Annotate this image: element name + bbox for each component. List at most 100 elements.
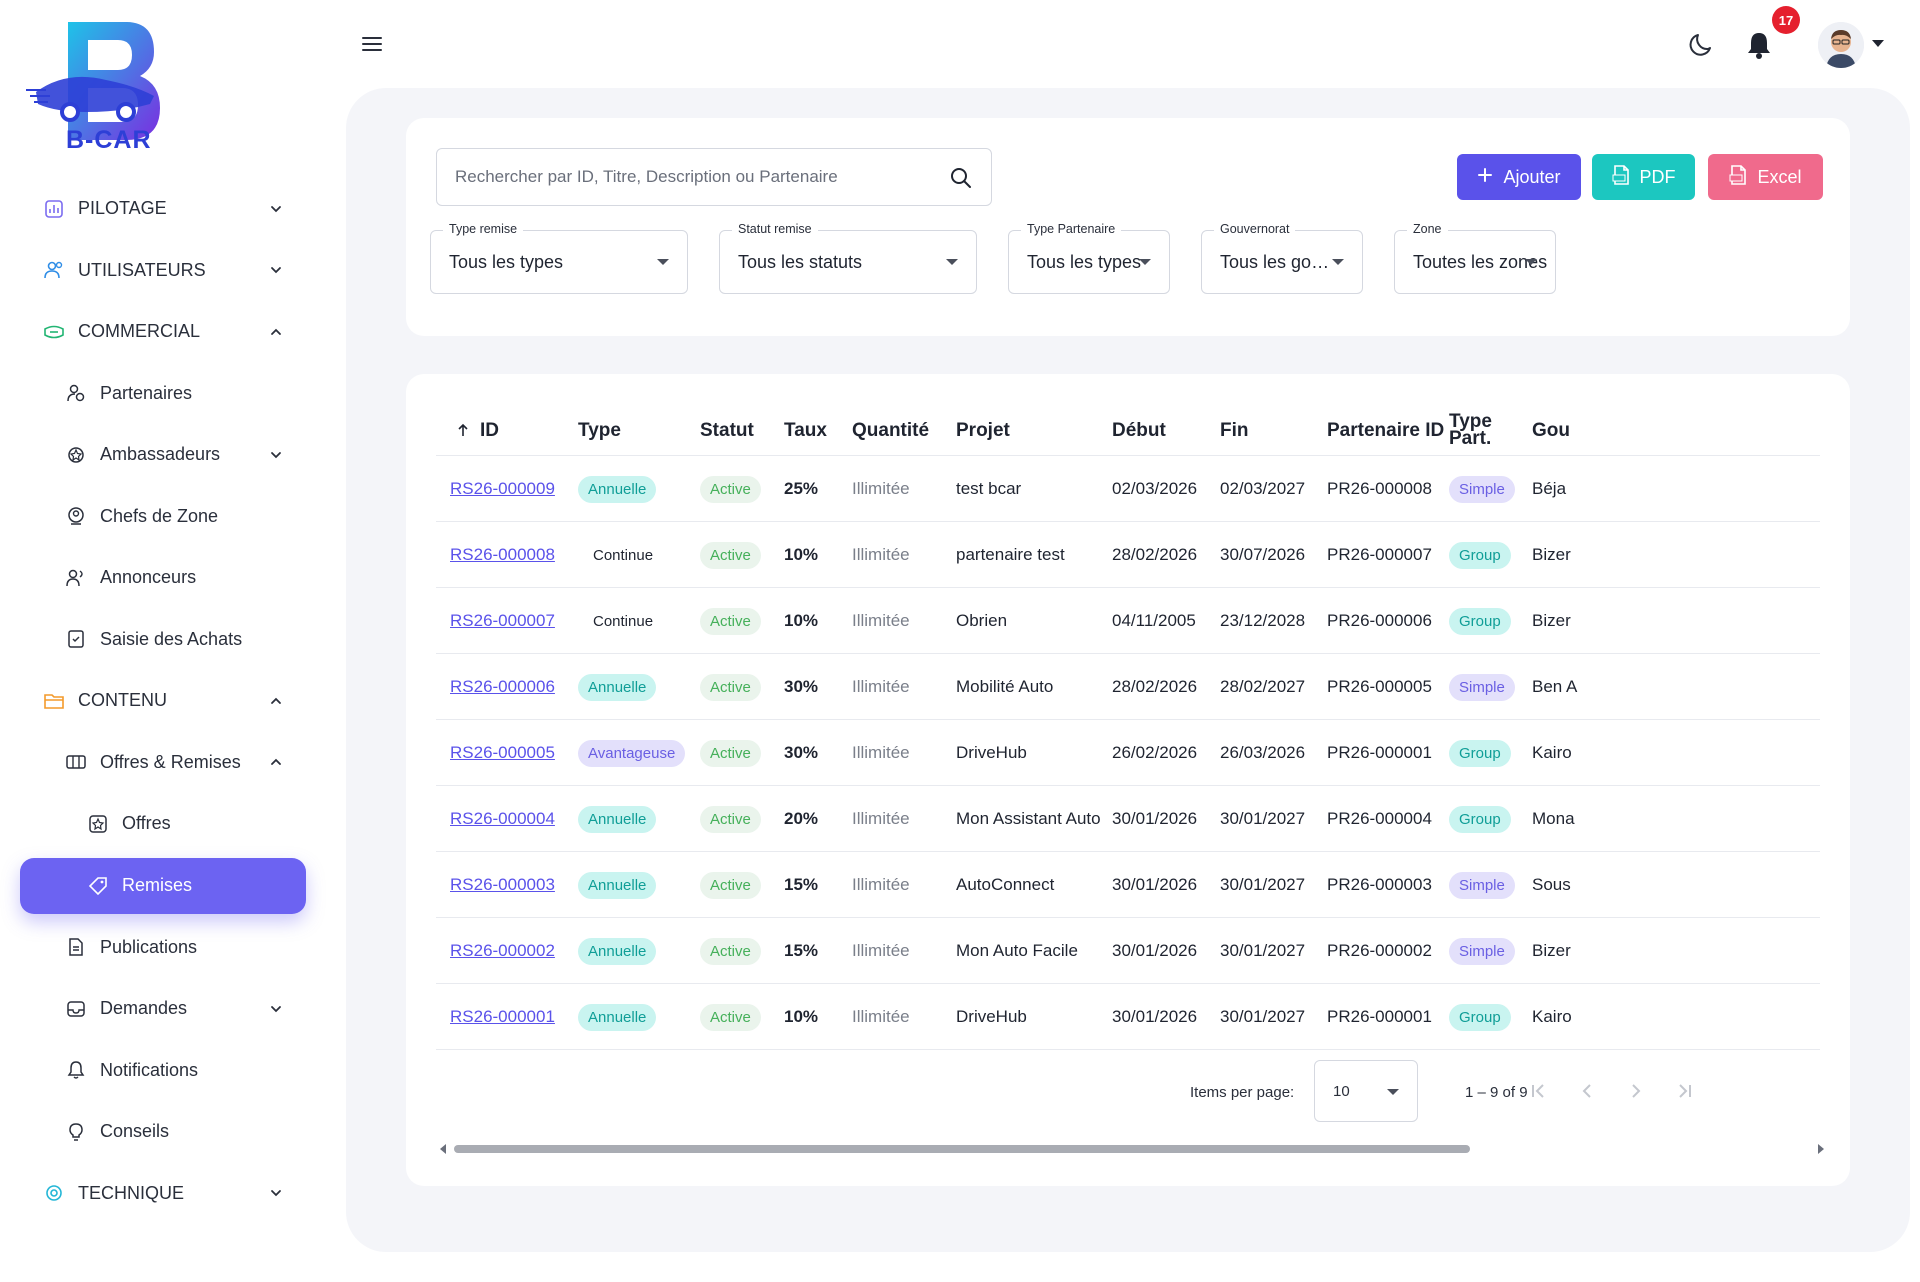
chevron-up-icon[interactable] [268,324,284,340]
cell-quantite: Illimitée [852,588,956,654]
sidebar-item-chefs-de-zone[interactable]: Chefs de Zone [20,486,306,548]
horizontal-scrollbar[interactable] [440,1142,1824,1154]
remise-id-link[interactable]: RS26-000006 [450,677,555,696]
cell-partenaire: PR26-000006 [1327,588,1449,654]
remise-id-link[interactable]: RS26-000009 [450,479,555,498]
table-row[interactable]: RS26-000004 Annuelle Active 20% Illimitée Mon… [436,786,1820,852]
column-header-quantit[interactable]: Quantité [852,404,956,456]
column-header-projet[interactable]: Projet [956,404,1112,456]
rate-value: 30% [784,677,819,696]
user-avatar[interactable] [1818,22,1864,68]
sidebar-item-technique[interactable]: TECHNIQUE [20,1163,306,1225]
column-header-fin[interactable]: Fin [1220,404,1327,456]
table-row[interactable]: RS26-000006 Annuelle Active 30% Illimitée Mob… [436,654,1820,720]
table-row[interactable]: RS26-000007 Continue Active 10% Illimitée Obr… [436,588,1820,654]
sidebar-item-label: Annonceurs [100,567,197,588]
offers-remises-icon [64,750,88,774]
sidebar-item-saisie-des-achats[interactable]: Saisie des Achats [20,609,306,671]
column-header-d-but[interactable]: Début [1112,404,1220,456]
remise-id-link[interactable]: RS26-000002 [450,941,555,960]
excel-export-button[interactable]: Excel [1708,154,1823,200]
rate-value: 25% [784,479,819,498]
table-row[interactable]: RS26-000005 Avantageuse Active 30% Illimitée… [436,720,1820,786]
b-car-logo[interactable] [26,20,166,155]
remise-id-link[interactable]: RS26-000007 [450,611,555,630]
chevron-down-icon[interactable] [268,1185,284,1201]
chevron-down-icon [657,259,669,265]
remise-id-link[interactable]: RS26-000003 [450,875,555,894]
table-row[interactable]: RS26-000002 Annuelle Active 15% Illimitée Mon… [436,918,1820,984]
status-badge: Active [700,541,761,569]
column-header-type-part[interactable]: Type Part. [1449,404,1532,456]
table-row[interactable]: RS26-000003 Annuelle Active 15% Illimitée Aut… [436,852,1820,918]
sidebar-item-annonceurs[interactable]: Annonceurs [20,547,306,609]
sort-ascending-icon[interactable] [456,404,470,456]
sidebar-item-pilotage[interactable]: PILOTAGE [20,178,306,240]
scrollbar-thumb[interactable] [454,1145,1470,1153]
chevron-up-icon[interactable] [268,693,284,709]
gouvernorat-select[interactable]: Gouvernorat Tous les gouvernorats [1201,222,1363,294]
status-badge: Active [700,673,761,701]
column-header-gou[interactable]: Gou [1532,404,1592,456]
pdf-export-button[interactable]: PDF [1592,154,1695,200]
sidebar-item-label: Publications [100,936,198,957]
sidebar-item-commercial[interactable]: COMMERCIAL [20,301,306,363]
type-partenaire-select[interactable]: Type Partenaire Tous les types [1008,222,1170,294]
next-page-icon[interactable] [1621,1076,1651,1106]
dark-mode-icon[interactable] [1688,30,1716,58]
sidebar-item-publications[interactable]: Publications [20,917,306,979]
cell-debut: 30/01/2026 [1112,984,1220,1050]
menu-icon[interactable] [360,34,384,54]
table-row[interactable]: RS26-000008 Continue Active 10% Illimitée par… [436,522,1820,588]
column-header-statut[interactable]: Statut [700,404,784,456]
table-row[interactable]: RS26-000001 Annuelle Active 10% Illimitée Dri… [436,984,1820,1050]
type-remise-select[interactable]: Type remise Tous les types [430,222,688,294]
cell-gouv: Kairo [1532,984,1592,1050]
column-header-partenaire-id[interactable]: Partenaire ID [1327,404,1449,456]
search-input[interactable] [455,167,935,187]
column-header-taux[interactable]: Taux [784,404,852,456]
sidebar-item-offres[interactable]: Offres [20,793,306,855]
cell-type: Annuelle [578,654,700,720]
statut-remise-select[interactable]: Statut remise Tous les statuts [719,222,977,294]
sidebar-item-notifications[interactable]: Notifications [20,1040,306,1102]
column-header-id[interactable]: ID [480,404,608,456]
chevron-down-icon[interactable] [268,1001,284,1017]
cell-id: RS26-000005 [450,720,578,786]
previous-page-icon[interactable] [1572,1076,1602,1106]
sidebar-item-partenaires[interactable]: Partenaires [20,363,306,425]
zone-select[interactable]: Zone Toutes les zones [1394,222,1556,294]
chevron-down-icon[interactable] [268,201,284,217]
add-button[interactable]: Ajouter [1457,154,1581,200]
cell-id: RS26-000001 [450,984,578,1050]
sidebar-item-remises[interactable]: Remises [20,857,306,914]
first-page-icon[interactable] [1523,1076,1553,1106]
remise-id-link[interactable]: RS26-000001 [450,1007,555,1026]
sidebar-item-conseils[interactable]: Conseils [20,1101,306,1163]
scroll-left-icon[interactable] [440,1144,446,1154]
remise-id-link[interactable]: RS26-000008 [450,545,555,564]
sidebar-item-offres-and-remises[interactable]: Offres & Remises [20,732,306,794]
search-icon[interactable] [949,166,973,190]
statut-remise-value: Tous les statuts [738,251,863,272]
sidebar-item-contenu[interactable]: CONTENU [20,670,306,732]
sidebar-item-ambassadeurs[interactable]: Ambassadeurs [20,424,306,486]
cell-partenaire: PR26-000001 [1327,984,1449,1050]
remise-id-link[interactable]: RS26-000004 [450,809,555,828]
last-page-icon[interactable] [1670,1076,1700,1106]
chevron-down-icon[interactable] [268,262,284,278]
remise-id-link[interactable]: RS26-000005 [450,743,555,762]
sidebar-item-utilisateurs[interactable]: UTILISATEURS [20,240,306,302]
chevron-down-icon[interactable] [268,447,284,463]
chevron-up-icon[interactable] [268,754,284,770]
user-menu-caret-icon[interactable] [1872,40,1884,47]
scroll-right-icon[interactable] [1818,1144,1824,1154]
items-per-page-value: 10 [1333,1082,1350,1100]
notification-bell-icon[interactable] [1745,30,1773,60]
table-row[interactable]: RS26-000009 Annuelle Active 25% Illimitée tes… [436,456,1820,522]
sidebar-item-demandes[interactable]: Demandes [20,978,306,1040]
purchase-entry-icon [64,627,88,651]
column-header-type[interactable]: Type [578,404,700,456]
items-per-page-select[interactable]: 10 [1314,1060,1418,1122]
cell-statut: Active [700,786,784,852]
